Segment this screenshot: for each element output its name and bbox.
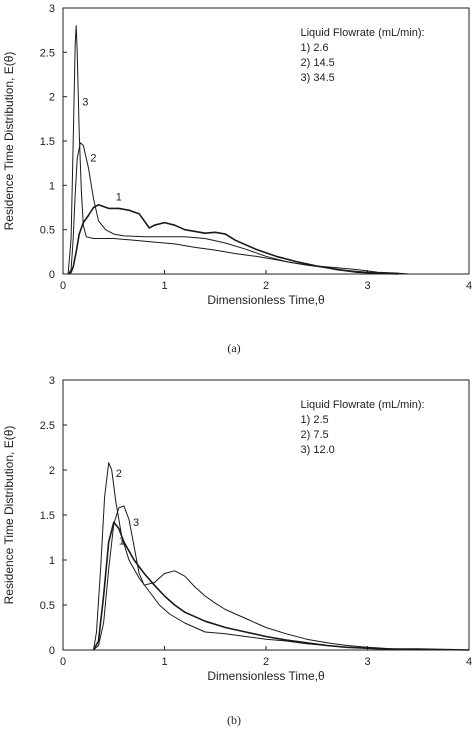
caption-a: (a) bbox=[227, 341, 240, 355]
plot-frame bbox=[62, 7, 470, 275]
chart-panel-a: 0 0.5 1 1.5 2 2.5 3 0 1 2 3 4 Dimensionless Time,θ Re… bbox=[2, 3, 472, 307]
x-axis-label: Dimensionless Time,θ bbox=[207, 293, 325, 307]
y-tick-label: 0 bbox=[49, 645, 55, 657]
plot-frame bbox=[62, 379, 470, 651]
y-tick-label: 1 bbox=[49, 555, 55, 567]
y-axis-label: Residence Time Distribution, E(θ) bbox=[2, 426, 16, 605]
legend-item: 3) 12.0 bbox=[301, 444, 335, 456]
y-tick-label: 0.5 bbox=[40, 600, 55, 612]
x-tick-label: 2 bbox=[263, 656, 269, 668]
y-tick-label: 1.5 bbox=[40, 510, 55, 522]
y-axis-label: Residence Time Distribution, E(θ) bbox=[2, 52, 16, 231]
legend-item: 2) 14.5 bbox=[301, 57, 335, 69]
series-line-1 bbox=[92, 521, 470, 651]
series-line-2 bbox=[93, 462, 429, 651]
legend-item: 1) 2.5 bbox=[301, 414, 329, 426]
series-label-2: 2 bbox=[116, 468, 122, 480]
series-line-1 bbox=[67, 204, 398, 275]
x-axis-label: Dimensionless Time,θ bbox=[207, 669, 325, 683]
legend-item: 3) 34.5 bbox=[301, 72, 335, 84]
x-tick-label: 0 bbox=[60, 656, 66, 668]
series-label-3: 3 bbox=[133, 517, 139, 529]
y-tick-label: 0.5 bbox=[40, 225, 55, 237]
y-tick-label: 2 bbox=[49, 92, 55, 104]
x-tick-label: 3 bbox=[364, 656, 370, 668]
x-tick-label: 2 bbox=[263, 280, 269, 292]
legend-item: 1) 2.6 bbox=[301, 42, 329, 54]
x-tick-label: 4 bbox=[466, 280, 472, 292]
series-label-2: 2 bbox=[90, 152, 96, 164]
y-tick-label: 3 bbox=[49, 3, 55, 15]
x-tick-label: 3 bbox=[364, 280, 370, 292]
y-tick-label: 1.5 bbox=[40, 136, 55, 148]
y-tick-label: 0 bbox=[49, 269, 55, 281]
legend-item: 2) 7.5 bbox=[301, 429, 329, 441]
caption-b: (b) bbox=[227, 713, 241, 727]
series-label-3: 3 bbox=[82, 97, 88, 109]
legend-title: Liquid Flowrate (mL/min): bbox=[301, 27, 425, 39]
x-tick-label: 4 bbox=[466, 656, 472, 668]
y-tick-label: 1 bbox=[49, 180, 55, 192]
x-tick-label: 0 bbox=[60, 280, 66, 292]
legend-title: Liquid Flowrate (mL/min): bbox=[301, 399, 425, 411]
series-label-1: 1 bbox=[116, 191, 122, 203]
y-tick-label: 2.5 bbox=[40, 47, 55, 59]
y-tick-label: 2 bbox=[49, 465, 55, 477]
series-line-3 bbox=[93, 505, 429, 651]
x-tick-label: 1 bbox=[161, 656, 167, 668]
series-label-1: 1 bbox=[119, 536, 125, 548]
x-tick-label: 1 bbox=[161, 280, 167, 292]
y-tick-label: 2.5 bbox=[40, 420, 55, 432]
series-line-2 bbox=[67, 142, 409, 275]
chart-panel-b: 0 0.5 1 1.5 2 2.5 3 0 1 2 3 4 Dimensionless Time,θ Re… bbox=[2, 375, 472, 683]
series-line-3 bbox=[67, 25, 409, 275]
y-tick-label: 3 bbox=[49, 375, 55, 387]
